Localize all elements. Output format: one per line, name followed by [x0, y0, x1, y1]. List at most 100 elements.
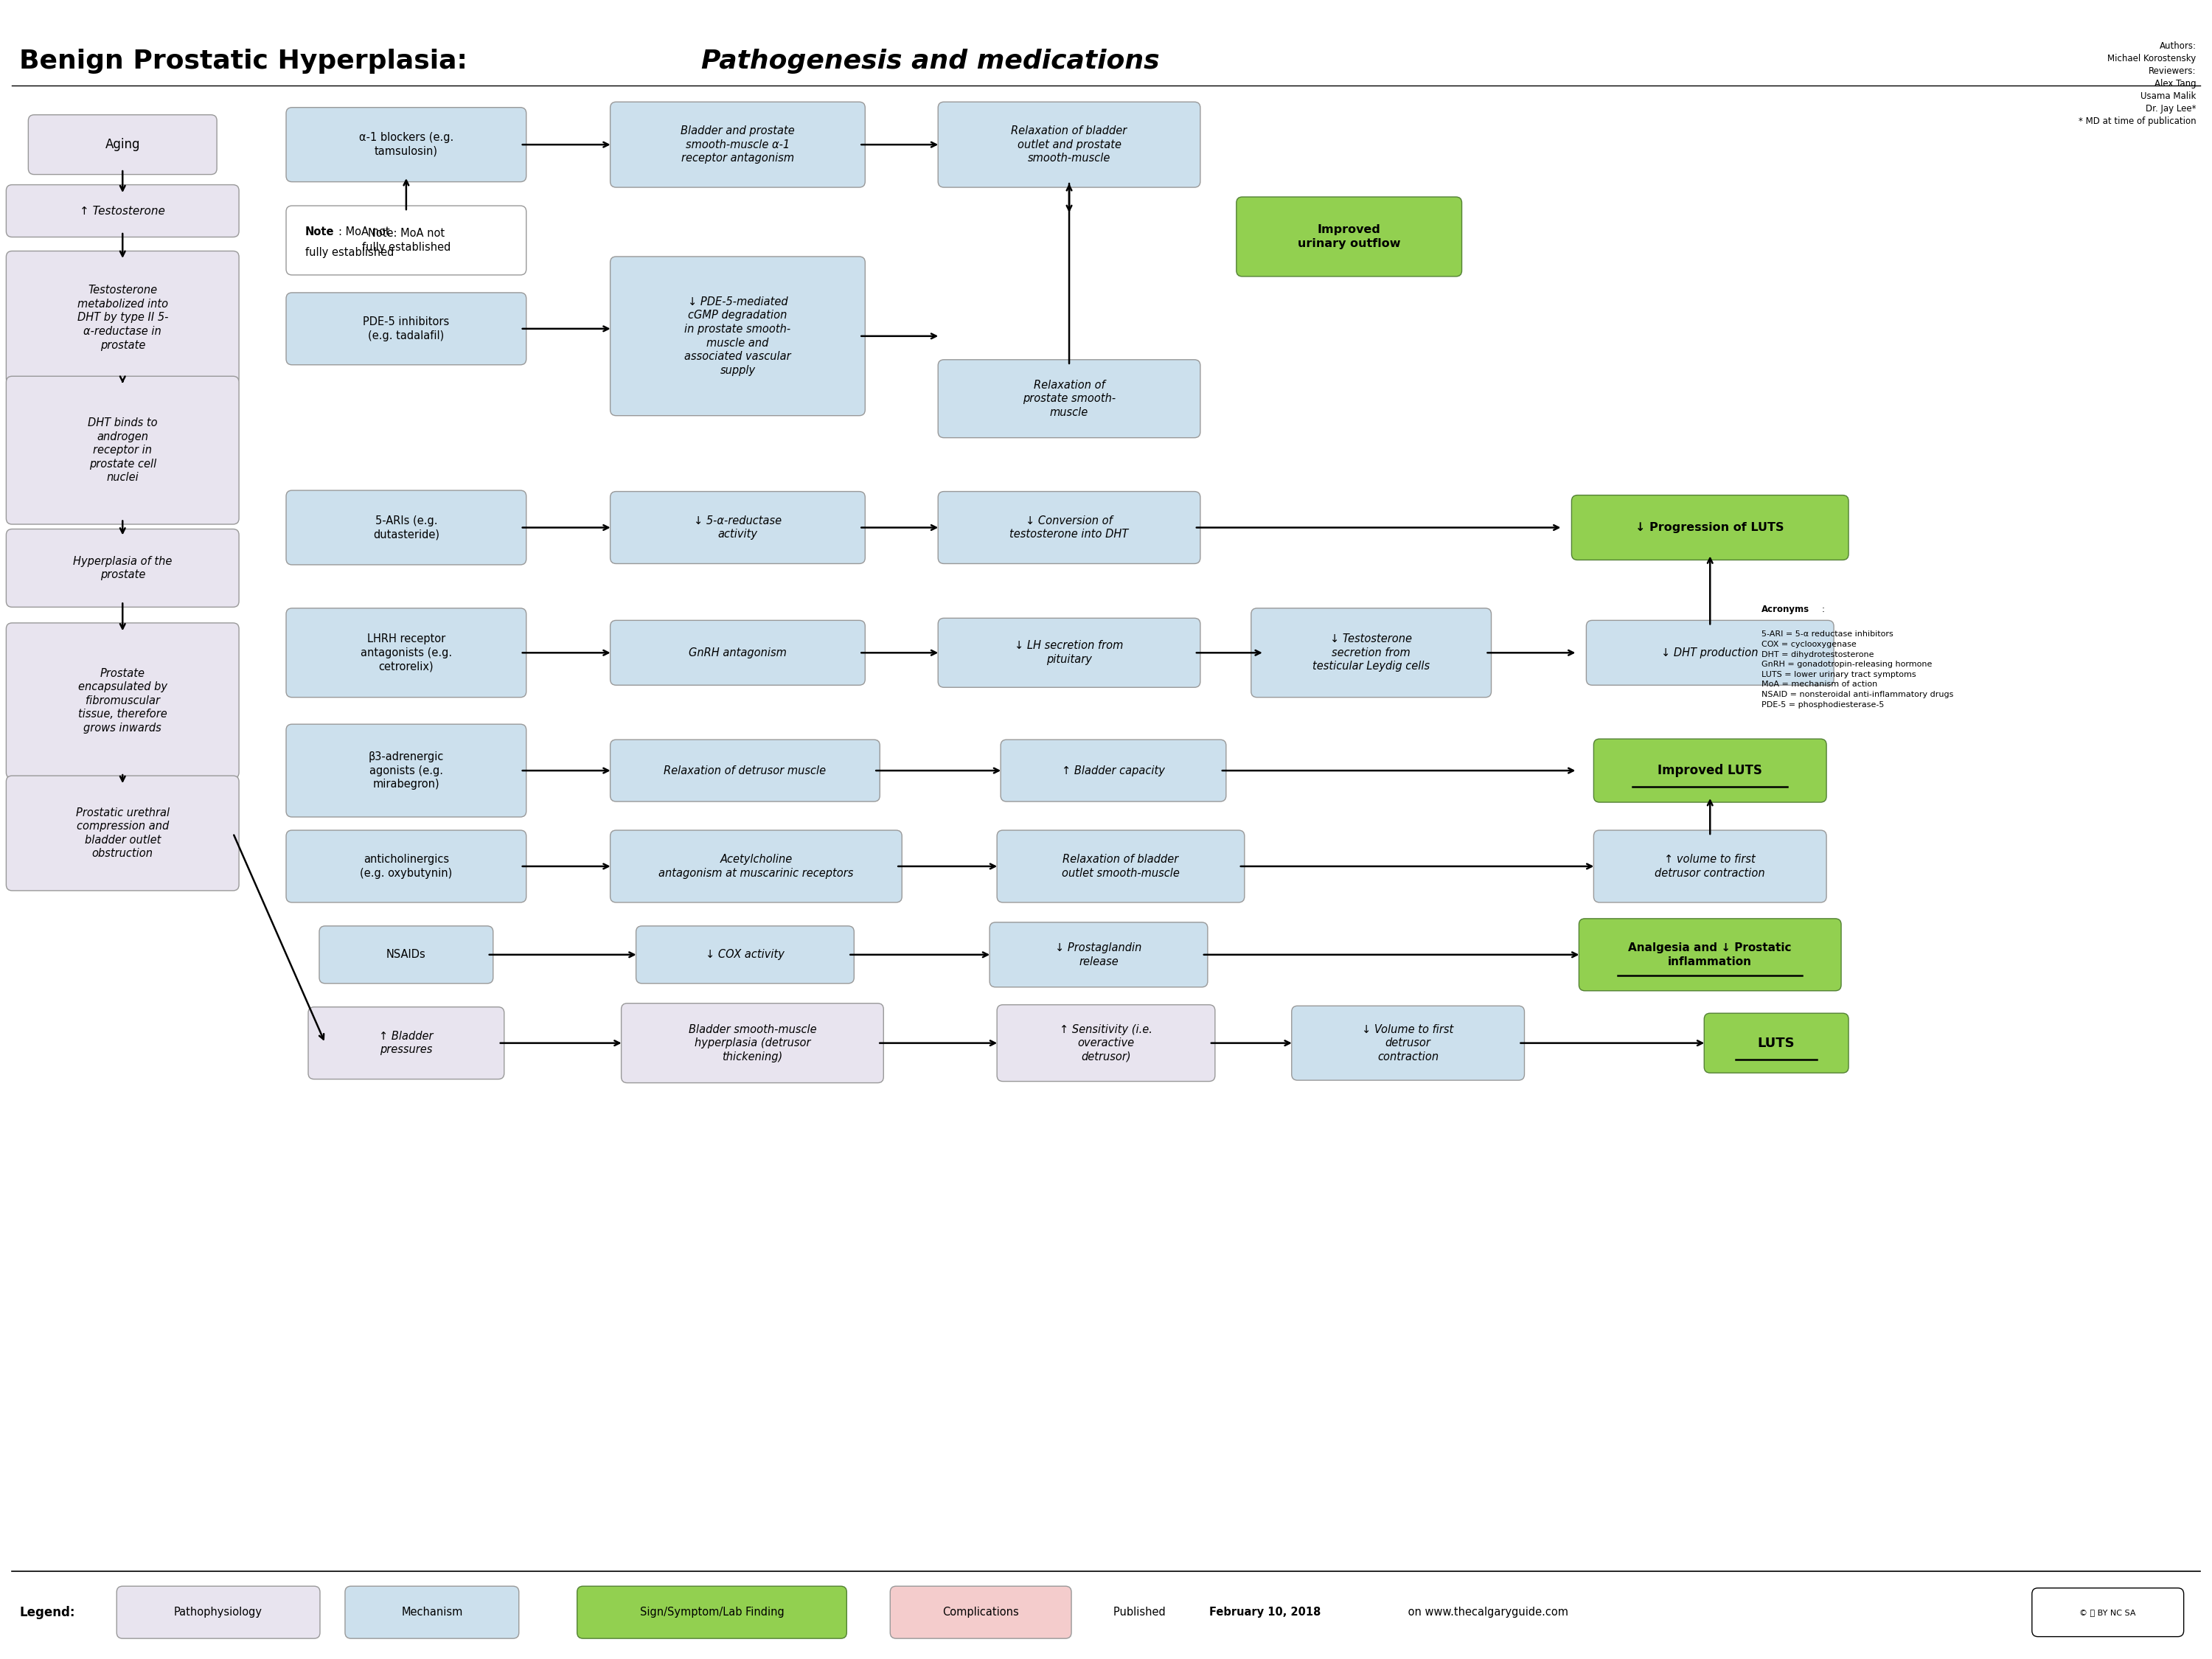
FancyBboxPatch shape — [1593, 830, 1827, 902]
Text: ↓ LH secretion from
pituitary: ↓ LH secretion from pituitary — [1015, 640, 1124, 665]
FancyBboxPatch shape — [938, 101, 1201, 187]
Text: GnRH antagonism: GnRH antagonism — [688, 647, 787, 659]
FancyBboxPatch shape — [1586, 620, 1834, 685]
FancyBboxPatch shape — [7, 251, 239, 385]
FancyBboxPatch shape — [7, 529, 239, 607]
FancyBboxPatch shape — [1571, 494, 1849, 561]
Text: Relaxation of
prostate smooth-
muscle: Relaxation of prostate smooth- muscle — [1022, 380, 1115, 418]
Text: α-1 blockers (e.g.
tamsulosin): α-1 blockers (e.g. tamsulosin) — [358, 133, 453, 158]
FancyBboxPatch shape — [2033, 1588, 2183, 1637]
FancyBboxPatch shape — [7, 776, 239, 891]
Text: Improved
urinary outflow: Improved urinary outflow — [1298, 224, 1400, 249]
FancyBboxPatch shape — [345, 1586, 520, 1639]
FancyBboxPatch shape — [611, 101, 865, 187]
FancyBboxPatch shape — [577, 1586, 847, 1639]
Text: Mechanism: Mechanism — [400, 1608, 462, 1618]
Text: Prostate
encapsulated by
fibromuscular
tissue, therefore
grows inwards: Prostate encapsulated by fibromuscular t… — [77, 667, 168, 733]
FancyBboxPatch shape — [285, 830, 526, 902]
Text: ↓ DHT production: ↓ DHT production — [1661, 647, 1759, 659]
FancyBboxPatch shape — [1000, 740, 1225, 801]
FancyBboxPatch shape — [1703, 1014, 1849, 1073]
FancyBboxPatch shape — [285, 292, 526, 365]
Text: Sign/Symptom/Lab Finding: Sign/Symptom/Lab Finding — [639, 1608, 783, 1618]
FancyBboxPatch shape — [611, 491, 865, 564]
Text: LHRH receptor
antagonists (e.g.
cetrorelix): LHRH receptor antagonists (e.g. cetrorel… — [361, 634, 451, 672]
Text: Complications: Complications — [942, 1608, 1020, 1618]
FancyBboxPatch shape — [611, 830, 902, 902]
Text: Improved LUTS: Improved LUTS — [1657, 763, 1763, 776]
FancyBboxPatch shape — [611, 740, 880, 801]
FancyBboxPatch shape — [1593, 738, 1827, 803]
Text: ↓ Testosterone
secretion from
testicular Leydig cells: ↓ Testosterone secretion from testicular… — [1312, 634, 1429, 672]
Text: Relaxation of bladder
outlet smooth-muscle: Relaxation of bladder outlet smooth-musc… — [1062, 854, 1179, 879]
Text: ↑ Testosterone: ↑ Testosterone — [80, 206, 166, 216]
FancyBboxPatch shape — [7, 184, 239, 237]
Text: ↓ PDE-5-mediated
cGMP degradation
in prostate smooth-
muscle and
associated vasc: ↓ PDE-5-mediated cGMP degradation in pro… — [684, 297, 792, 377]
Text: ↑ Bladder capacity: ↑ Bladder capacity — [1062, 765, 1166, 776]
Text: Aging: Aging — [104, 138, 139, 151]
Text: ↓ Conversion of
testosterone into DHT: ↓ Conversion of testosterone into DHT — [1009, 516, 1128, 539]
Text: : MoA not: : MoA not — [338, 226, 389, 237]
Text: Relaxation of detrusor muscle: Relaxation of detrusor muscle — [664, 765, 827, 776]
Text: Authors:
Michael Korostensky
Reviewers:
Alex Tang
Usama Malik
Dr. Jay Lee*
* MD : Authors: Michael Korostensky Reviewers: … — [2079, 41, 2197, 126]
Text: Hyperplasia of the
prostate: Hyperplasia of the prostate — [73, 556, 173, 581]
Text: on www.thecalgaryguide.com: on www.thecalgaryguide.com — [1405, 1608, 1568, 1618]
Text: Legend:: Legend: — [20, 1606, 75, 1619]
FancyBboxPatch shape — [1579, 919, 1840, 990]
Text: β3-adrenergic
agonists (e.g.
mirabegron): β3-adrenergic agonists (e.g. mirabegron) — [369, 752, 445, 790]
Text: Benign Prostatic Hyperplasia:: Benign Prostatic Hyperplasia: — [20, 48, 478, 75]
Text: ↓ Progression of LUTS: ↓ Progression of LUTS — [1635, 523, 1785, 533]
Text: ©  BY NC SA: ©  BY NC SA — [2079, 1609, 2137, 1616]
FancyBboxPatch shape — [285, 609, 526, 697]
FancyBboxPatch shape — [989, 922, 1208, 987]
Text: ↓ Prostaglandin
release: ↓ Prostaglandin release — [1055, 942, 1141, 967]
Text: Pathophysiology: Pathophysiology — [175, 1608, 263, 1618]
Text: LUTS: LUTS — [1759, 1037, 1794, 1050]
Text: ↑ volume to first
detrusor contraction: ↑ volume to first detrusor contraction — [1655, 854, 1765, 879]
Text: Published: Published — [1113, 1608, 1168, 1618]
FancyBboxPatch shape — [938, 360, 1201, 438]
Text: 5-ARI = 5-α reductase inhibitors
COX = cyclooxygenase
DHT = dihydrotestosterone
: 5-ARI = 5-α reductase inhibitors COX = c… — [1761, 630, 1953, 708]
Text: Bladder smooth-muscle
hyperplasia (detrusor
thickening): Bladder smooth-muscle hyperplasia (detru… — [688, 1024, 816, 1062]
Text: Prostatic urethral
compression and
bladder outlet
obstruction: Prostatic urethral compression and bladd… — [75, 806, 170, 859]
Text: 5-ARIs (e.g.
dutasteride): 5-ARIs (e.g. dutasteride) — [374, 516, 440, 539]
FancyBboxPatch shape — [1292, 1005, 1524, 1080]
Text: PDE-5 inhibitors
(e.g. tadalafil): PDE-5 inhibitors (e.g. tadalafil) — [363, 317, 449, 342]
Text: :: : — [1823, 606, 1825, 614]
FancyBboxPatch shape — [1252, 609, 1491, 697]
Text: ↓ Volume to first
detrusor
contraction: ↓ Volume to first detrusor contraction — [1363, 1024, 1453, 1062]
Text: Acronyms: Acronyms — [1761, 606, 1809, 614]
Text: ↓ COX activity: ↓ COX activity — [706, 949, 785, 961]
Text: February 10, 2018: February 10, 2018 — [1210, 1608, 1321, 1618]
FancyBboxPatch shape — [7, 377, 239, 524]
Text: ↑ Bladder
pressures: ↑ Bladder pressures — [378, 1030, 434, 1055]
FancyBboxPatch shape — [622, 1004, 883, 1083]
Text: DHT binds to
androgen
receptor in
prostate cell
nuclei: DHT binds to androgen receptor in prosta… — [88, 418, 157, 483]
Text: Testosterone
metabolized into
DHT by type II 5-
α-reductase in
prostate: Testosterone metabolized into DHT by typ… — [77, 285, 168, 350]
FancyBboxPatch shape — [637, 926, 854, 984]
Text: Acetylcholine
antagonism at muscarinic receptors: Acetylcholine antagonism at muscarinic r… — [659, 854, 854, 879]
FancyBboxPatch shape — [938, 491, 1201, 564]
Text: Bladder and prostate
smooth-muscle α-1
receptor antagonism: Bladder and prostate smooth-muscle α-1 r… — [681, 126, 794, 164]
Text: Note: Note — [305, 226, 334, 237]
FancyBboxPatch shape — [938, 619, 1201, 687]
Text: ↓ 5-α-reductase
activity: ↓ 5-α-reductase activity — [695, 516, 781, 539]
FancyBboxPatch shape — [29, 114, 217, 174]
Text: ↑ Sensitivity (i.e.
overactive
detrusor): ↑ Sensitivity (i.e. overactive detrusor) — [1060, 1024, 1152, 1062]
FancyBboxPatch shape — [611, 257, 865, 416]
FancyBboxPatch shape — [117, 1586, 321, 1639]
FancyBboxPatch shape — [285, 108, 526, 182]
FancyBboxPatch shape — [319, 926, 493, 984]
Text: Analgesia and ↓ Prostatic
inflammation: Analgesia and ↓ Prostatic inflammation — [1628, 942, 1792, 967]
FancyBboxPatch shape — [889, 1586, 1071, 1639]
FancyBboxPatch shape — [285, 491, 526, 564]
Text: Note: MoA not
fully established: Note: MoA not fully established — [363, 227, 451, 252]
FancyBboxPatch shape — [998, 830, 1245, 902]
FancyBboxPatch shape — [611, 620, 865, 685]
Text: anticholinergics
(e.g. oxybutynin): anticholinergics (e.g. oxybutynin) — [361, 854, 453, 879]
FancyBboxPatch shape — [998, 1005, 1214, 1082]
Text: NSAIDs: NSAIDs — [387, 949, 427, 961]
Text: Pathogenesis and medications: Pathogenesis and medications — [701, 48, 1159, 75]
FancyBboxPatch shape — [1237, 197, 1462, 277]
Text: fully established: fully established — [305, 247, 394, 259]
